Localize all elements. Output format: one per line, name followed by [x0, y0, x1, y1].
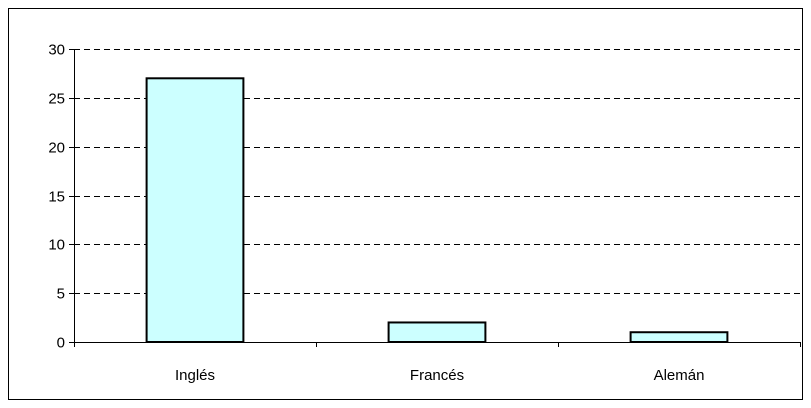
- x-tick-label: Alemán: [654, 367, 705, 384]
- y-tick-label: 0: [57, 335, 65, 352]
- bars: [145, 77, 729, 344]
- y-tick-label: 30: [48, 42, 65, 59]
- y-tick-label: 5: [57, 286, 65, 303]
- y-tick-label: 15: [48, 189, 65, 206]
- bar-0: [145, 77, 245, 344]
- y-tick-label: 10: [48, 237, 65, 254]
- y-tick-labels: 0 5 10 15 20 25 30: [48, 42, 65, 352]
- y-tick-label: 20: [48, 140, 65, 157]
- x-tick-label: Inglés: [175, 367, 215, 384]
- x-tick-label: Francés: [410, 367, 464, 384]
- y-tick-label: 25: [48, 91, 65, 108]
- bar-2: [629, 331, 729, 344]
- x-tick-labels: Inglés Francés Alemán: [175, 367, 704, 384]
- bar-1: [387, 321, 487, 344]
